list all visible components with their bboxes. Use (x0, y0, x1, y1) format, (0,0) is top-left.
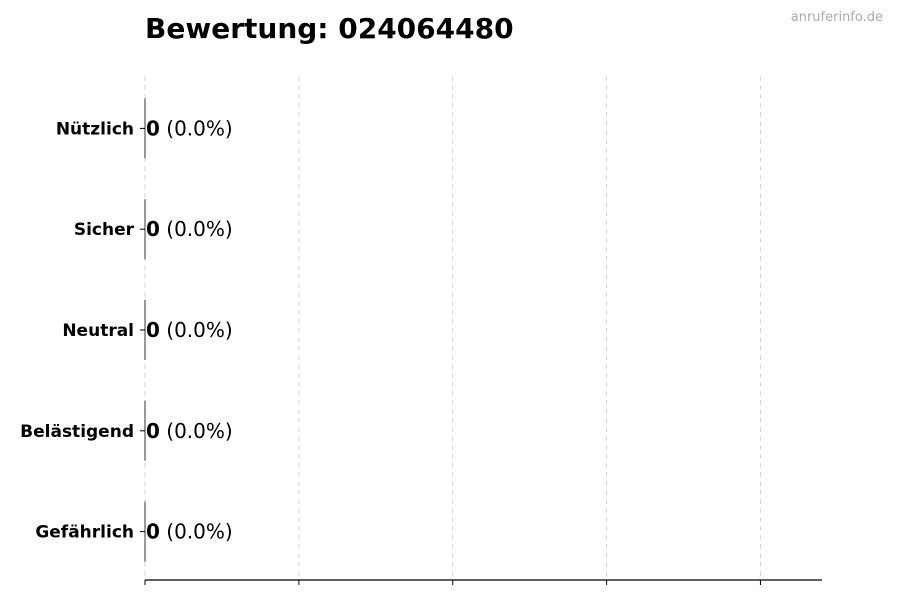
data-label-count: 0 (146, 217, 160, 241)
data-label: 0 (0.0%) (146, 116, 233, 140)
data-label-count: 0 (146, 520, 160, 544)
y-tick-label: Gefährlich (35, 523, 134, 543)
data-label-count: 0 (146, 318, 160, 342)
y-tick-label: Sicher (74, 220, 135, 240)
data-label: 0 (0.0%) (146, 217, 233, 241)
chart-title: Bewertung: 024064480 (145, 12, 514, 45)
watermark: anruferinfo.de (790, 10, 883, 25)
data-label-count: 0 (146, 419, 160, 443)
data-label-percent: (0.0%) (160, 419, 233, 443)
y-tick-label: Nützlich (56, 119, 134, 139)
data-label: 0 (0.0%) (146, 520, 233, 544)
data-label-percent: (0.0%) (160, 520, 233, 544)
y-tick-label: Neutral (62, 321, 134, 341)
data-label-percent: (0.0%) (160, 318, 233, 342)
data-label: 0 (0.0%) (146, 419, 233, 443)
data-label: 0 (0.0%) (146, 318, 233, 342)
y-tick-label: Belästigend (20, 422, 134, 442)
data-label-percent: (0.0%) (160, 116, 233, 140)
data-label-count: 0 (146, 116, 160, 140)
data-label-percent: (0.0%) (160, 217, 233, 241)
